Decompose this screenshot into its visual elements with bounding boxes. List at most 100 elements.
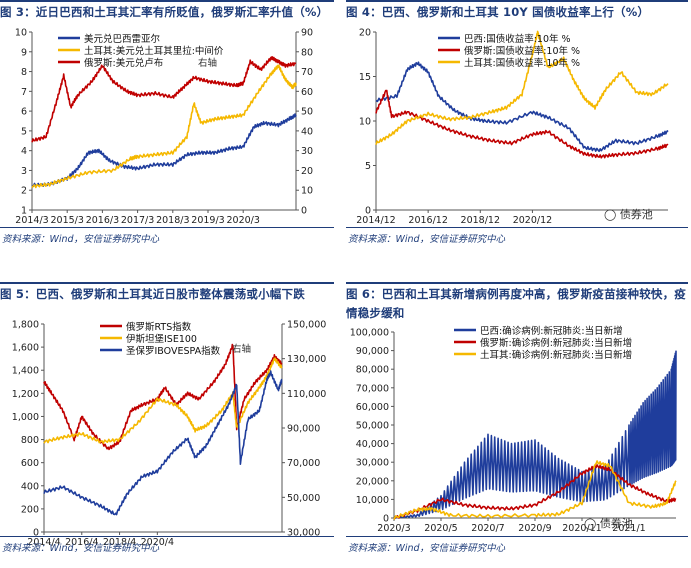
x-tick-label: 2020/3 xyxy=(226,215,259,226)
source-rule xyxy=(0,536,334,537)
legend-label: 巴西:国债收益率:10年 % xyxy=(464,33,571,45)
y2-tick-label: 40 xyxy=(301,126,313,137)
x-tick-label: 2017/3 xyxy=(121,215,154,226)
y2-tick-label: 90 xyxy=(301,28,313,39)
watermark: ◯ 债券池 xyxy=(604,206,653,222)
y-tick-label: 1,000 xyxy=(12,412,39,423)
title-rule xyxy=(346,0,688,2)
legend-label: 俄罗斯:确诊病例:新冠肺炎:当日新增 xyxy=(480,337,632,349)
y2-tick-label: 80 xyxy=(301,47,313,58)
y-tick-label: 60,000 xyxy=(356,402,389,413)
panel-title: 图 4：巴西、俄罗斯和土耳其 10Y 国债收益率上行（%） xyxy=(346,5,650,19)
y2-tick-label: 30 xyxy=(301,146,313,157)
x-tick-label: 2020/11 xyxy=(562,523,601,534)
panel-fig5: 图 5：巴西、俄罗斯和土耳其近日股市整体震荡或小幅下跌 0 200 400 600 80… xyxy=(0,282,334,568)
y2-tick-label: 150,000 xyxy=(287,320,326,331)
title-rule xyxy=(0,282,334,284)
title-rule xyxy=(0,0,334,2)
y-tick-label: 800 xyxy=(21,435,39,446)
y-tick-label: 600 xyxy=(21,458,39,469)
source-note: 资料来源：Wind，安信证券研究中心 xyxy=(2,543,160,554)
y-tick-label: 2 xyxy=(21,186,27,197)
source-rule xyxy=(0,227,334,228)
panel-title: 图 5：巴西、俄罗斯和土耳其近日股市整体震荡或小幅下跌 xyxy=(0,287,305,301)
series-line xyxy=(43,343,283,451)
y-tick-label: 4 xyxy=(21,146,27,157)
legend-label: 圣保罗IBOVESPA指数 xyxy=(126,345,221,357)
y-tick-label: 100,000 xyxy=(350,328,389,339)
watermark-text: 债券池 xyxy=(619,208,653,221)
right-axis-note: 右轴 xyxy=(198,57,217,69)
y-tick-label: 10 xyxy=(359,117,371,128)
x-tick-label: 2021/1 xyxy=(612,523,645,534)
series-line xyxy=(43,357,283,444)
x-tick-label: 2020/12 xyxy=(513,215,552,226)
x-tick-label: 2014/4 xyxy=(27,537,60,548)
watermark-text: 债券池 xyxy=(599,517,633,530)
series-line xyxy=(393,460,677,520)
y-tick-label: 20,000 xyxy=(356,476,389,487)
x-tick-label: 2016/12 xyxy=(408,215,447,226)
x-tick-label: 2020/9 xyxy=(518,523,551,534)
source-note: 资料来源：Wind，安信证券研究中心 xyxy=(348,234,506,245)
y-tick-label: 90,000 xyxy=(356,346,389,357)
y-tick-label: 50,000 xyxy=(356,421,389,432)
y-tick-label: 0 xyxy=(383,514,389,525)
chart-fig3: 1 2 3 4 5 6 7 8 9 10 0 10 20 30 40 50 60 70 80 90 2014/3 2015… xyxy=(15,28,313,227)
legend-label: 土耳其:确诊病例:新冠肺炎:当日新增 xyxy=(480,349,632,361)
series-line xyxy=(375,30,669,145)
series-line xyxy=(375,61,669,153)
x-tick-label: 2020/7 xyxy=(471,523,504,534)
y-tick-label: 1,600 xyxy=(12,343,39,354)
x-tick-label: 2020/4 xyxy=(141,537,174,548)
chart-fig5: 0 200 400 600 800 1,000 1,200 1,400 1,600 1,800 30… xyxy=(12,320,327,549)
y-tick-label: 40,000 xyxy=(356,439,389,450)
y2-tick-label: 70,000 xyxy=(287,458,320,469)
y-tick-label: 15 xyxy=(359,72,371,83)
x-tick-label: 2014/12 xyxy=(356,215,395,226)
y-tick-label: 10,000 xyxy=(356,495,389,506)
y-tick-label: 1,800 xyxy=(12,320,39,331)
y2-tick-label: 30,000 xyxy=(287,528,320,539)
panel-fig6: 图 6：巴西和土耳其新增病例再度冲高，俄罗斯疫苗接种较快，疫情稳步缓和 0 10,… xyxy=(346,282,688,568)
x-tick-label: 2018/12 xyxy=(461,215,500,226)
x-tick-label: 2018/4 xyxy=(103,537,136,548)
chart-fig6: 0 10,000 20,000 30,000 40,000 50,000 60,000 70,… xyxy=(350,325,677,534)
y-tick-label: 1,200 xyxy=(12,389,39,400)
series-line xyxy=(393,350,677,519)
y2-tick-label: 0 xyxy=(301,206,307,217)
x-tick-label: 2016/4 xyxy=(65,537,98,548)
y-tick-label: 9 xyxy=(21,47,27,58)
y2-tick-label: 10 xyxy=(301,186,313,197)
series-line xyxy=(31,64,297,189)
y-tick-label: 20 xyxy=(359,28,371,39)
y2-tick-label: 110,000 xyxy=(287,389,326,400)
series-line xyxy=(43,370,283,516)
wechat-icon: ◯ xyxy=(604,208,617,221)
y2-tick-label: 20 xyxy=(301,166,313,177)
x-tick-label: 2018/3 xyxy=(156,215,189,226)
y-tick-label: 5 xyxy=(21,126,27,137)
y-tick-label: 3 xyxy=(21,166,27,177)
legend-label: 伊斯坦堡ISE100 xyxy=(126,333,197,345)
y-tick-label: 7 xyxy=(21,87,27,98)
y-tick-label: 6 xyxy=(21,107,27,118)
series-line xyxy=(31,113,297,188)
chart-fig4: 0 5 10 15 20 2014/12 2016/12 2018/12 2020/12 巴西:国… xyxy=(356,28,669,226)
y2-tick-label: 130,000 xyxy=(287,354,326,365)
source-rule xyxy=(346,536,688,537)
legend-label: 美元兑巴西雷亚尔 xyxy=(84,33,161,45)
legend-label: 俄罗斯RTS指数 xyxy=(126,321,192,333)
series-line xyxy=(31,56,297,143)
legend-label: 俄罗斯:国债收益率:10年 % xyxy=(464,45,580,57)
panel-title: 图 3：近日巴西和土耳其汇率有所贬值，俄罗斯汇率升值（%） xyxy=(0,5,329,19)
title-rule xyxy=(346,282,688,284)
x-tick-label: 2014/3 xyxy=(15,215,48,226)
right-axis-note: 右轴 xyxy=(232,343,251,355)
y-tick-label: 8 xyxy=(21,67,27,78)
x-tick-label: 2019/3 xyxy=(191,215,224,226)
legend-label: 巴西:确诊病例:新冠肺炎:当日新增 xyxy=(480,325,623,337)
source-rule xyxy=(346,227,688,228)
y-tick-label: 70,000 xyxy=(356,383,389,394)
